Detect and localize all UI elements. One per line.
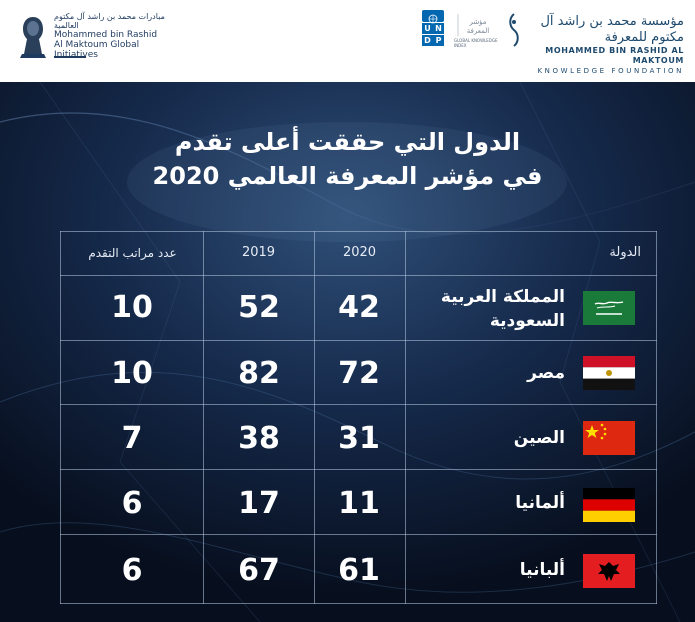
row-progress: 10 xyxy=(111,290,153,325)
row-country-name-line-1: المملكة العربية xyxy=(440,287,565,307)
header-2019: 2019 xyxy=(241,245,276,260)
table-divider-2 xyxy=(314,231,315,604)
mbr-logo-underline xyxy=(54,56,86,58)
row-2020: 31 xyxy=(338,421,380,456)
row-progress: 6 xyxy=(121,553,143,588)
svg-text:مؤشر: مؤشر xyxy=(468,18,486,26)
mbr-global-initiatives-logo: مبادرات محمد بن راشد آل مكتوم العالمية M… xyxy=(18,10,178,62)
row-country-name-line-2: السعودية xyxy=(489,311,565,331)
mbrf-english-name-1: MOHAMMED BIN RASHID AL MAKTOUM xyxy=(545,46,684,65)
sheikh-portrait-emblem-icon xyxy=(20,17,46,58)
network-globe-background xyxy=(0,82,695,622)
row-progress: 7 xyxy=(121,421,143,456)
row-2020: 61 xyxy=(338,553,380,588)
row-2020: 72 xyxy=(338,356,380,391)
mbrf-english-name-2: KNOWLEDGE FOUNDATION xyxy=(537,67,684,75)
table-border-left xyxy=(60,231,61,604)
header-2020: 2020 xyxy=(342,245,377,260)
row-country-name: المملكة العربية السعودية xyxy=(441,285,565,333)
undp-letter-d: D xyxy=(422,35,433,46)
undp-letter-u: U xyxy=(422,23,433,34)
row-2019: 82 xyxy=(238,356,280,391)
table-header-divider xyxy=(60,275,657,276)
header-progress: عدد مراتب التقدم xyxy=(88,246,177,260)
germany-flag-icon xyxy=(583,488,635,522)
title-line-2: في مؤشر المعرفة العالمي 2020 xyxy=(152,162,543,190)
gki-label: GLOBAL KNOWLEDGE INDEX xyxy=(454,38,498,48)
un-globe-icon xyxy=(422,10,444,24)
row-country-name: مصر xyxy=(527,363,565,383)
row-2019: 67 xyxy=(238,553,280,588)
row-country-name: الصين xyxy=(513,428,565,448)
row-divider-3 xyxy=(60,469,657,470)
row-divider-2 xyxy=(60,404,657,405)
mbr-english-name-2: Al Maktoum Global Initiatives xyxy=(54,40,140,60)
albania-flag-icon xyxy=(583,554,635,588)
table-border-right xyxy=(656,231,657,604)
row-country-name: ألمانيا xyxy=(515,493,565,513)
saudi-arabia-flag-icon xyxy=(583,291,635,325)
undp-letter-n: N xyxy=(433,23,444,34)
global-knowledge-index-logo: مؤشر المعرفة GLOBAL KNOWLEDGE INDEX xyxy=(454,12,498,56)
mbr-arabic-name: مبادرات محمد بن راشد آل مكتوم العالمية xyxy=(54,12,165,30)
table-divider-1 xyxy=(203,231,204,604)
undp-logo: U N D P xyxy=(422,10,444,56)
mbr-english-name-1: Mohammed bin Rashid xyxy=(54,30,158,40)
mbrf-arabic-name: مؤسسة محمد بن راشد آل مكتوم للمعرفة xyxy=(540,14,684,45)
row-2019: 17 xyxy=(238,486,280,521)
row-country-name: ألبانيا xyxy=(519,560,565,580)
row-2019: 38 xyxy=(238,421,280,456)
egypt-flag-icon xyxy=(583,356,635,390)
rankings-table: عدد مراتب التقدم 2019 2020 الدولة 10 52 … xyxy=(60,231,657,604)
row-2020: 42 xyxy=(338,290,380,325)
title-line-1: الدول التي حققت أعلى تقدم xyxy=(174,128,521,156)
mbrf-seal-icon xyxy=(509,13,519,47)
table-border-top xyxy=(60,231,657,232)
header-bar: مبادرات محمد بن راشد آل مكتوم العالمية M… xyxy=(0,0,695,82)
table-border-bottom xyxy=(60,603,657,604)
row-2019: 52 xyxy=(238,290,280,325)
undp-letter-p: P xyxy=(433,35,444,46)
partners-logos: U N D P مؤشر المعرفة GLOBAL KNOWLEDGE IN… xyxy=(420,10,685,75)
row-progress: 10 xyxy=(111,356,153,391)
china-flag-icon xyxy=(583,421,635,455)
row-divider-1 xyxy=(60,340,657,341)
row-divider-4 xyxy=(60,534,657,535)
table-divider-3 xyxy=(405,231,406,604)
gki-mark-icon: مؤشر المعرفة xyxy=(457,14,490,36)
row-progress: 6 xyxy=(121,486,143,521)
header-country: الدولة xyxy=(609,245,641,260)
svg-text:المعرفة: المعرفة xyxy=(467,27,490,35)
row-2020: 11 xyxy=(338,486,380,521)
